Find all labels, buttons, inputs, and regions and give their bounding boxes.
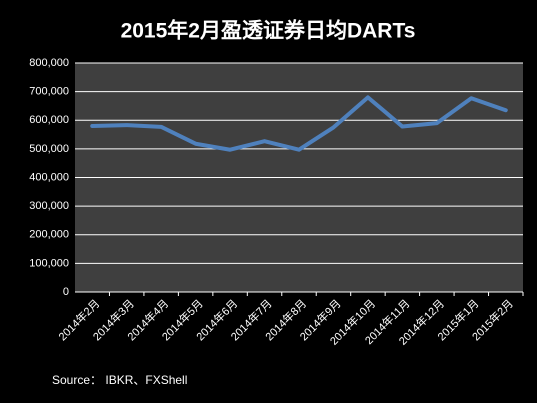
y-tick-label: 100,000 bbox=[29, 257, 69, 269]
y-tick-label: 0 bbox=[63, 286, 69, 298]
source-note: Source： IBKR、FXShell bbox=[52, 373, 187, 387]
y-tick-label: 200,000 bbox=[29, 229, 69, 241]
y-tick-label: 400,000 bbox=[29, 171, 69, 183]
y-tick-label: 700,000 bbox=[29, 86, 69, 98]
y-tick-label: 300,000 bbox=[29, 200, 69, 212]
series-line bbox=[90, 95, 508, 152]
y-tick-label: 600,000 bbox=[29, 114, 69, 126]
y-tick-label: 800,000 bbox=[29, 57, 69, 69]
chart-title: 2015年2月盈透证券日均DARTs bbox=[121, 19, 416, 43]
y-tick-label: 500,000 bbox=[29, 143, 69, 155]
